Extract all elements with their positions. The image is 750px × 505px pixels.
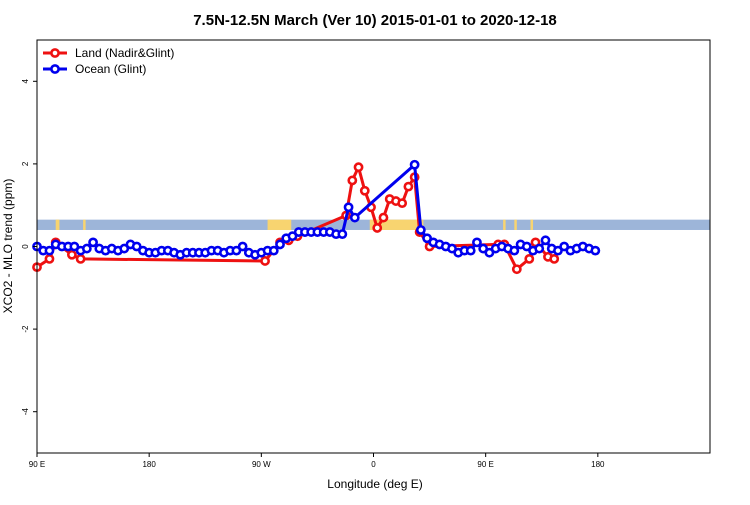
- data-point: [44, 245, 55, 256]
- y-axis-label: XCO2 - MLO trend (ppm): [1, 179, 15, 314]
- chart-title: 7.5N-12.5N March (Ver 10) 2015-01-01 to …: [193, 12, 557, 29]
- data-point: [403, 181, 414, 192]
- legend-marker: [50, 48, 60, 58]
- land-segment: [55, 219, 60, 230]
- data-point: [337, 229, 348, 240]
- data-point: [347, 175, 358, 186]
- data-point: [472, 237, 482, 248]
- data-point: [66, 249, 77, 260]
- data-point: [509, 245, 520, 256]
- series-layer: [32, 159, 601, 275]
- land-segment: [503, 219, 506, 230]
- data-point: [415, 225, 426, 235]
- x-tick-label: 0: [371, 460, 376, 469]
- x-tick-label: 90 W: [252, 460, 271, 469]
- data-point: [359, 185, 370, 196]
- y-axis: -4 -2 0 2 4: [21, 79, 37, 416]
- data-point: [465, 245, 476, 256]
- data-point: [75, 253, 86, 264]
- data-point: [378, 212, 389, 223]
- y-tick-label: 2: [21, 161, 30, 166]
- data-point: [549, 253, 560, 264]
- data-point: [260, 256, 270, 266]
- data-point: [349, 212, 360, 223]
- data-point: [88, 237, 98, 248]
- x-tick-label: 90 E: [29, 460, 45, 469]
- land-segment: [267, 219, 292, 230]
- data-point: [268, 245, 279, 256]
- y-tick-label: 0: [21, 244, 30, 249]
- legend-label: Ocean (Glint): [75, 62, 146, 76]
- x-tick-label: 180: [591, 460, 605, 469]
- data-point: [540, 235, 551, 246]
- x-tick-label: 180: [142, 460, 156, 469]
- land-segment: [530, 219, 534, 230]
- data-point: [237, 241, 248, 252]
- data-point: [372, 223, 383, 233]
- data-point: [44, 253, 55, 264]
- data-point: [397, 198, 408, 209]
- data-point: [409, 159, 420, 170]
- legend: Land (Nadir&Glint) Ocean (Glint): [43, 46, 174, 76]
- data-point: [534, 243, 545, 254]
- land-segment: [514, 219, 517, 230]
- x-tick-label: 90 E: [477, 460, 493, 469]
- y-tick-label: 4: [21, 79, 30, 84]
- legend-label: Land (Nadir&Glint): [75, 46, 174, 60]
- legend-marker: [50, 64, 60, 74]
- data-point: [275, 239, 285, 250]
- x-axis-label: Longitude (deg E): [327, 477, 422, 491]
- data-point: [81, 243, 92, 254]
- data-point: [343, 202, 354, 213]
- series-ocean: [32, 159, 601, 260]
- x-axis: 90 E 180 90 W 0 90 E 180: [29, 453, 605, 469]
- data-point: [524, 253, 535, 264]
- y-tick-label: -4: [21, 408, 30, 416]
- y-tick-label: -2: [21, 325, 30, 333]
- land-segment: [83, 219, 86, 230]
- land-segment: [369, 219, 424, 230]
- data-point: [511, 264, 522, 275]
- data-point: [353, 162, 364, 173]
- data-point: [590, 245, 601, 256]
